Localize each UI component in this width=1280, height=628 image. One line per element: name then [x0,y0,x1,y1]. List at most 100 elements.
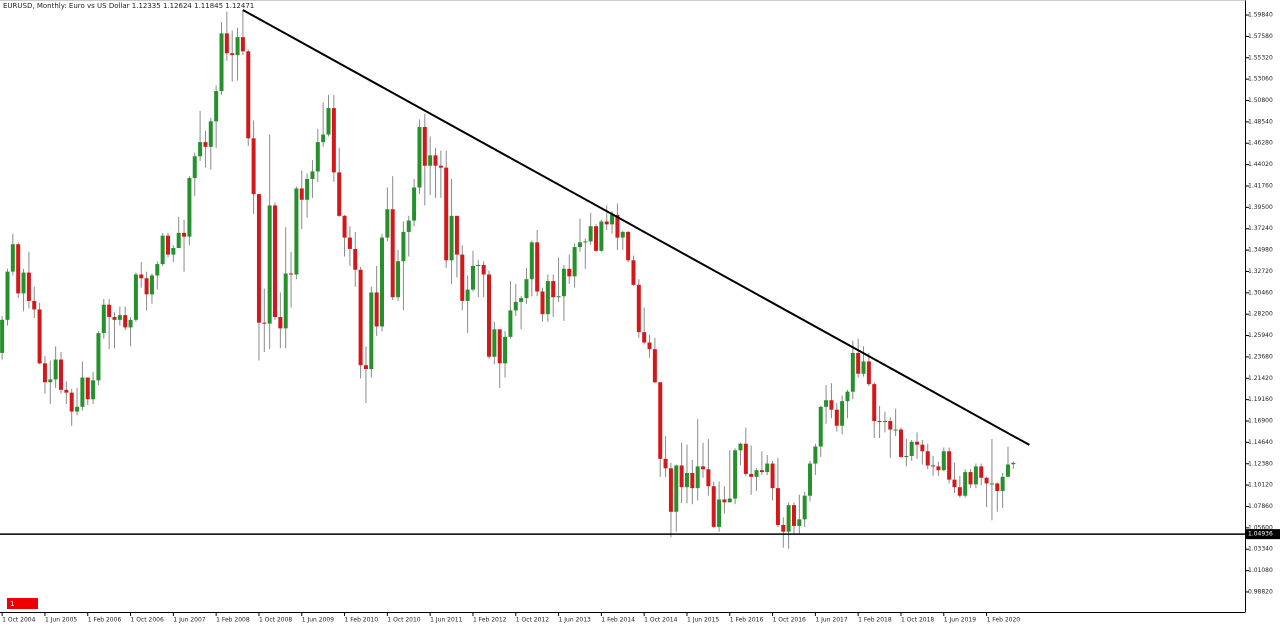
x-tick-label: 1 Jun 2015 [687,617,719,624]
candle-body [850,352,855,392]
candle-body [406,220,411,232]
candle-body [171,247,176,255]
candle-body [615,214,620,238]
candle-body [888,421,893,430]
candle-body [610,214,615,225]
candle-body [733,450,738,499]
candle-body [658,382,663,459]
candle-body [529,242,534,280]
candle-body [594,226,599,251]
candle-body [706,469,711,487]
candle-body [251,138,256,195]
x-tick-label: 1 Feb 2012 [473,617,507,624]
candle-body [208,121,213,147]
candle-body [626,231,631,261]
candle-body [219,33,224,92]
candle-body [187,178,192,237]
candle-body [396,261,401,298]
candle-body [561,268,566,297]
x-tick-label: 1 Jun 2011 [430,617,462,624]
candle-body [165,235,170,255]
candle-body [882,421,887,423]
candle-body [428,155,433,166]
y-tick-label: 1.21420 [1248,375,1273,382]
candle-body [476,265,481,267]
candle-body [492,329,497,357]
candle-body [519,298,524,302]
x-tick-label: 1 Oct 2006 [131,617,164,624]
y-tick-label: 1.07860 [1248,503,1273,510]
x-tick-label: 1 Jun 2013 [559,617,591,624]
candle-body [791,505,796,526]
candle-body [470,265,475,290]
candle-body [925,451,930,466]
candle-body [358,269,363,366]
candle-body [454,215,459,255]
candle-body [754,470,759,477]
candle-body [16,244,21,294]
candle-body [417,126,422,188]
x-tick-label: 1 Feb 2016 [730,617,764,624]
candle-body [96,333,101,381]
candle-body [620,231,625,238]
candle-body [310,171,315,179]
candle-body [642,332,647,343]
candle-body [401,231,406,262]
candle-body [947,451,952,480]
candle-body [743,443,748,474]
candle-body [722,499,727,503]
candle-body [385,209,390,238]
y-tick-label: 1.01080 [1248,567,1273,574]
candle-body [481,265,486,275]
candle-body [224,33,229,54]
candle-body [856,352,861,374]
candle-body [246,51,251,139]
candle-body [176,232,181,248]
candle-body [48,379,53,383]
y-tick-label: 1.50800 [1248,97,1273,104]
y-tick-label: 1.48540 [1248,118,1273,125]
badge: 1 [10,600,14,608]
candle-body [545,281,550,315]
candle-body [235,37,240,56]
candle-body [433,155,438,166]
candle-body [840,401,845,426]
candle-body [1005,464,1010,477]
y-tick-label: 1.05600 [1248,524,1273,531]
candle-body [369,292,374,370]
candle-body [278,317,283,329]
candle-body [267,205,272,324]
x-tick-label: 1 Feb 2006 [88,617,122,624]
candle-body [240,37,245,52]
candle-body [497,329,502,364]
candle-body [0,319,5,353]
candle-body [80,377,85,407]
candle-body [363,365,368,370]
chart-title: EURUSD, Monthly: Euro vs US Dollar 1.123… [3,2,254,10]
candle-body [931,465,936,467]
candle-body [556,296,561,298]
candle-body [294,188,299,275]
candle-body [834,409,839,426]
candle-body [765,463,770,473]
y-tick-label: 1.25940 [1248,332,1273,339]
candle-body [315,142,320,172]
candle-body [797,519,802,526]
y-tick-label: 1.19160 [1248,396,1273,403]
candle-body [674,465,679,512]
x-tick-label: 1 Feb 2010 [345,617,379,624]
x-tick-label: 1 Feb 2020 [987,617,1021,624]
x-tick-label: 1 Oct 2008 [259,617,292,624]
candle-body [808,463,813,496]
candle-body [973,466,978,485]
candle-body [214,91,219,122]
candle-body [69,392,74,412]
y-tick-label: 1.12380 [1248,460,1273,467]
candle-body [567,268,572,277]
y-tick-label: 1.16900 [1248,418,1273,425]
y-tick-label: 1.53060 [1248,76,1273,83]
candles [0,9,1016,549]
candle-body [513,301,518,311]
candle-body [26,272,31,301]
candle-body [749,473,754,477]
